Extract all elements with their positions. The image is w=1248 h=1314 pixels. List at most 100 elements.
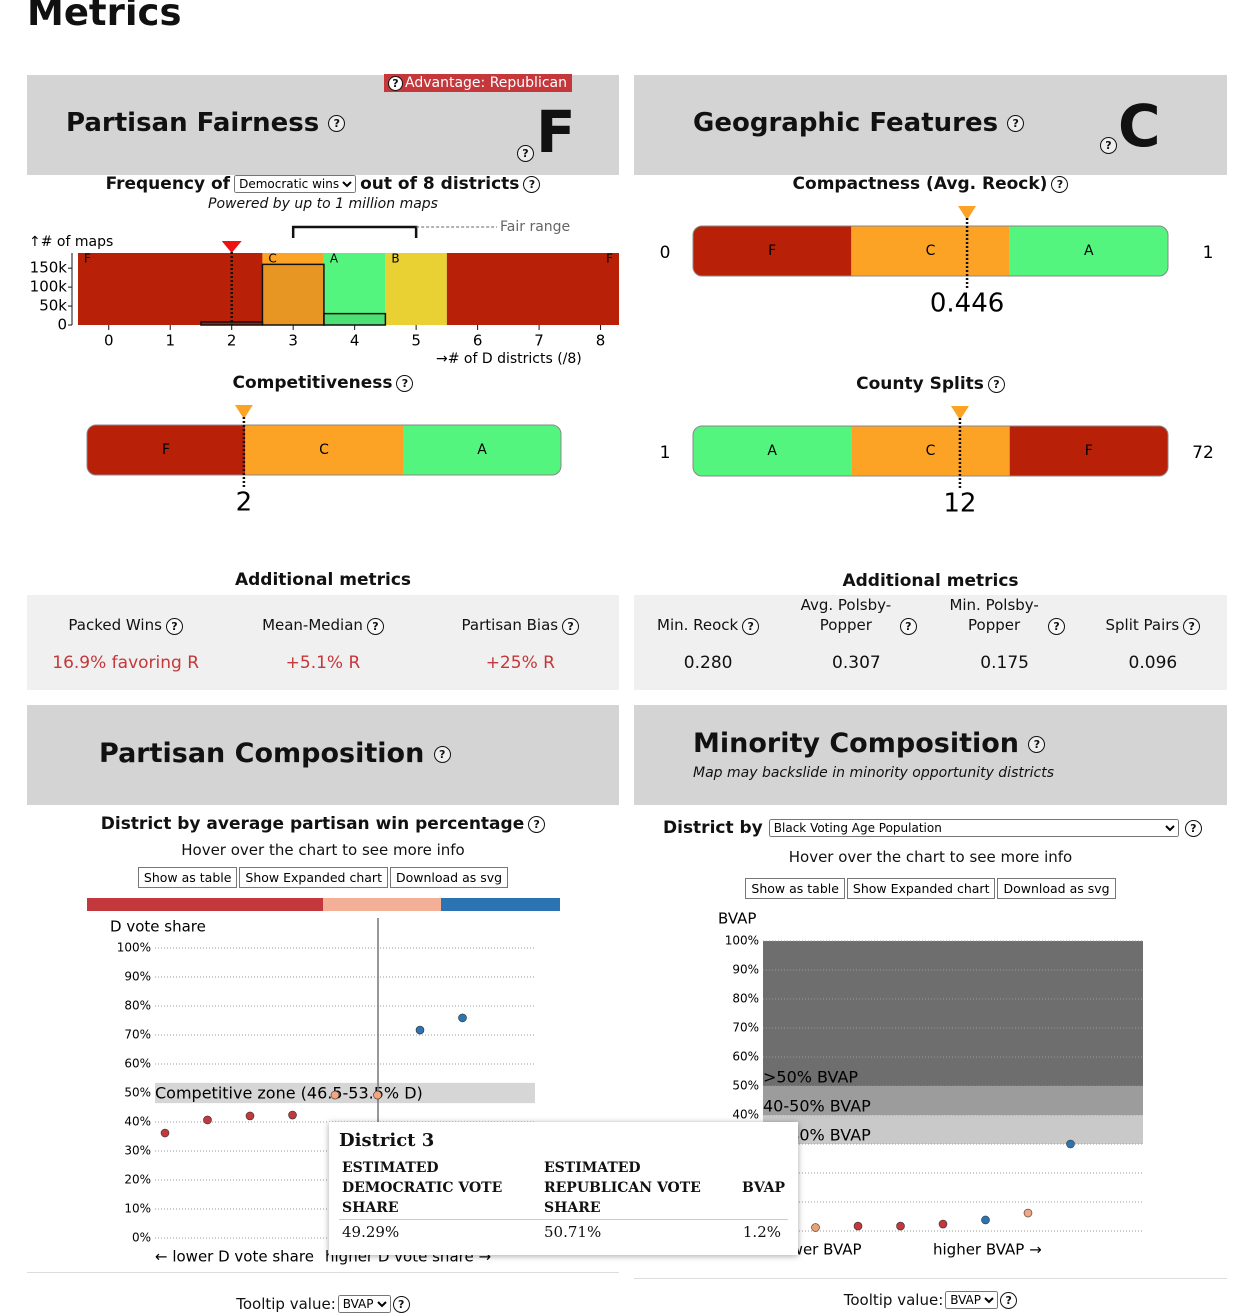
gauge-zone: [87, 425, 245, 475]
band: [763, 1115, 1143, 1144]
button[interactable]: Download as svg: [997, 878, 1116, 899]
point: [1066, 1139, 1075, 1149]
gauge-zone: [1009, 226, 1168, 276]
help-icon[interactable]: ?: [1183, 618, 1201, 635]
x-tick-label: 2: [227, 332, 237, 350]
help-icon[interactable]: ?: [1051, 175, 1069, 193]
panel-title: Geographic Features ?: [693, 108, 1025, 138]
frequency-row: Frequency of Democratic wins out of 8 di…: [27, 172, 619, 196]
help-icon[interactable]: ?: [1048, 618, 1066, 635]
y-axis-label: ↑# of maps: [29, 234, 113, 250]
metric-value: +25% R: [485, 653, 555, 673]
help-icon[interactable]: ?: [388, 75, 403, 91]
gauge-zone-label: A: [767, 443, 777, 459]
button[interactable]: Show Expanded chart: [239, 867, 388, 888]
zone: [78, 253, 263, 325]
help-icon[interactable]: ?: [562, 618, 580, 635]
button[interactable]: Download as svg: [389, 867, 509, 888]
help-icon[interactable]: ?: [1100, 137, 1117, 154]
button[interactable]: Show as table: [137, 867, 238, 888]
point: [203, 1115, 212, 1125]
advantage-badge: ? Advantage: Republican: [384, 74, 572, 92]
help-icon[interactable]: ?: [165, 618, 183, 635]
metric-label: Packed Wins: [68, 616, 162, 634]
help-icon[interactable]: ?: [366, 618, 384, 635]
frequency-select[interactable]: Democratic wins: [234, 175, 357, 193]
divider: [27, 1272, 619, 1273]
metric-value: 0.280: [683, 653, 733, 673]
gauge-zone: [245, 425, 403, 475]
title-text: Partisan Composition: [99, 738, 425, 769]
help-icon[interactable]: ?: [392, 1295, 410, 1313]
y-tick-label: 50%: [732, 1079, 759, 1093]
metric-value: +5.1% R: [285, 653, 361, 673]
point: [853, 1221, 863, 1231]
x-right-label: higher BVAP →: [933, 1241, 1042, 1259]
tooltip-value-row: Tooltip value: BVAP ?: [27, 1293, 619, 1314]
subtitle: Powered by up to 1 million maps: [208, 196, 438, 212]
button[interactable]: Show as table: [745, 878, 845, 899]
help-icon[interactable]: ?: [1028, 736, 1046, 753]
gauge-outline: [692, 425, 1169, 477]
tooltip-select[interactable]: BVAP: [945, 1291, 999, 1309]
metric: Min. Polsby-Popper? 0.175: [931, 595, 1079, 690]
help-icon[interactable]: ?: [742, 618, 760, 635]
help-icon[interactable]: ?: [433, 746, 451, 763]
zone-label: B: [391, 252, 399, 266]
district-by-row: District by Black Voting Age Population …: [663, 816, 1202, 840]
histogram-bar: [323, 312, 387, 326]
section-title: Additional metrics: [234, 570, 412, 590]
point: [373, 1090, 382, 1100]
help-icon[interactable]: ?: [1184, 819, 1202, 837]
title-text: County Splits: [856, 374, 984, 394]
band: [763, 941, 1143, 1086]
gauge-zone: [851, 226, 1010, 276]
x-tick-label: 5: [411, 332, 421, 350]
y-tick-label: 40%: [124, 1115, 151, 1129]
metric: Packed Wins? 16.9% favoring R: [27, 595, 224, 690]
x-left-label: ← lower D vote share: [155, 1248, 314, 1266]
x-tick-label: 3: [288, 332, 298, 350]
help-icon[interactable]: ?: [517, 145, 534, 162]
gauge-value: 2: [236, 488, 253, 518]
title-text: Compactness (Avg. Reock): [792, 174, 1048, 194]
panel-header: [634, 75, 1227, 175]
point: [1023, 1208, 1033, 1218]
tooltip-header: ESTIMATED REPUBLICAN VOTE SHARE: [544, 1160, 701, 1216]
point: [330, 1090, 340, 1100]
divider: [339, 1219, 788, 1220]
panel-header: [27, 705, 619, 805]
panel-header: [634, 705, 1227, 805]
help-icon[interactable]: ?: [1007, 115, 1025, 132]
help-icon[interactable]: ?: [528, 815, 546, 833]
label: Tooltip value:: [843, 1291, 944, 1309]
title-text: Competitiveness: [232, 373, 393, 393]
point: [458, 1013, 467, 1023]
help-icon[interactable]: ?: [328, 115, 346, 132]
help-icon[interactable]: ?: [396, 374, 414, 392]
metric-label: Avg. Polsby-Popper: [800, 596, 892, 634]
y-axis-label: D vote share: [110, 918, 206, 936]
help-icon[interactable]: ?: [523, 175, 541, 193]
y-tick-label: 90%: [124, 970, 151, 984]
button[interactable]: Show Expanded chart: [846, 878, 996, 899]
y-tick-label: 90%: [732, 963, 759, 977]
panel-title: Minority Composition ?: [693, 728, 1046, 759]
metric-label: Mean-Median: [262, 616, 363, 634]
subtitle: Map may backslide in minority opportunit…: [693, 765, 1054, 781]
y-tick-label: 70%: [124, 1028, 151, 1042]
fair-range-label: Fair range: [500, 219, 570, 235]
gauge-value: 0.446: [930, 289, 1004, 319]
district-select[interactable]: Black Voting Age Population: [768, 819, 1179, 837]
tooltip-select[interactable]: BVAP: [337, 1295, 391, 1313]
help-icon[interactable]: ?: [1000, 1291, 1018, 1309]
y-tick-label: 100%: [117, 941, 151, 955]
help-icon[interactable]: ?: [899, 618, 917, 635]
histogram-bar: [261, 263, 325, 326]
title-text: Geographic Features: [693, 108, 999, 138]
tooltip: District 3 ESTIMATED DEMOCRATIC VOTE SHA…: [329, 1122, 798, 1255]
y-tick-label: 0: [57, 316, 67, 334]
help-icon[interactable]: ?: [987, 375, 1005, 393]
x-tick-label: 6: [473, 332, 483, 350]
metric-label: Split Pairs: [1105, 616, 1180, 634]
